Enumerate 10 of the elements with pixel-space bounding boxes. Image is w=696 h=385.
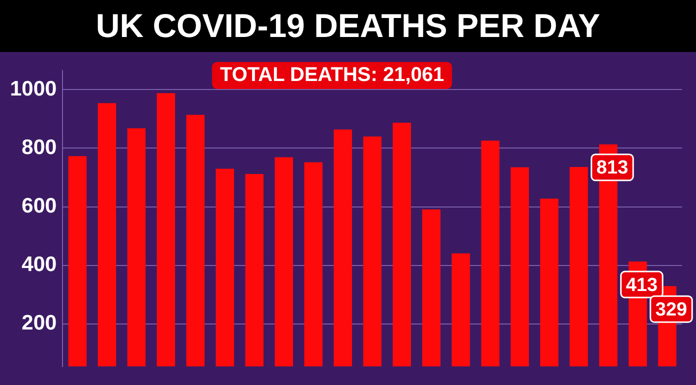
annotation: TOTAL DEATHS: 21,061 <box>212 62 452 89</box>
y-tick-label: 600 <box>22 194 57 218</box>
y-tick-label: 800 <box>22 136 57 160</box>
y-tick-label: 200 <box>22 312 57 335</box>
y-tick-label: 400 <box>22 253 57 276</box>
data-label: 813 <box>596 158 628 179</box>
y-tick-label: 1000 <box>10 77 57 100</box>
chart-title: UK COVID-19 DEATHS PER DAY <box>0 0 696 52</box>
data-label: 329 <box>655 299 688 320</box>
data-label: 413 <box>626 274 658 296</box>
